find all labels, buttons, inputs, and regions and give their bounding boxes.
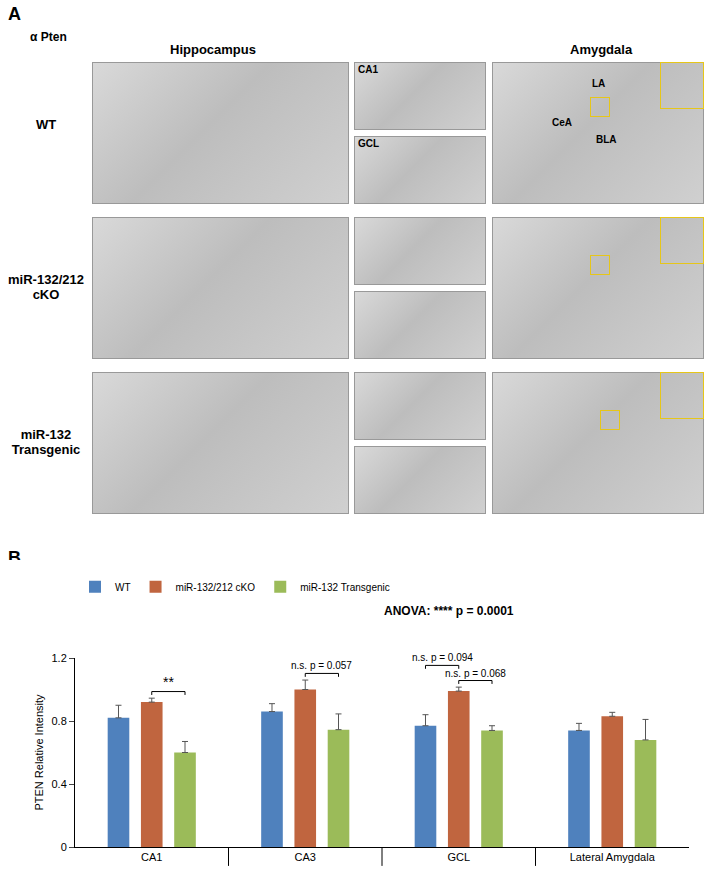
- svg-text:n.s. p = 0.094: n.s. p = 0.094: [412, 652, 473, 663]
- svg-text:miR-132 Transgenic: miR-132 Transgenic: [300, 582, 389, 593]
- html-text:miR-132 Transgenic: miR-132 Transgenic: [11, 427, 81, 457]
- svg-text:PTEN Relative Intensity: PTEN Relative Intensity: [33, 694, 45, 811]
- svg-text:1.2: 1.2: [52, 652, 67, 664]
- html-text:CeA: CeA: [552, 117, 572, 128]
- svg-text:CA3: CA3: [295, 851, 316, 863]
- html-text:B: B: [8, 548, 21, 568]
- html-text:Hippocampus: Hippocampus: [170, 42, 256, 57]
- html-text:GCL: GCL: [358, 138, 380, 149]
- html-text:BLA: BLA: [596, 134, 617, 145]
- svg-text:0.8: 0.8: [52, 715, 67, 727]
- svg-text:0.4: 0.4: [52, 778, 67, 790]
- html-text:CA1: CA1: [358, 64, 378, 75]
- svg-text:miR-132/212 cKO: miR-132/212 cKO: [176, 582, 256, 593]
- svg-text:ANOVA: **** p = 0.0001: ANOVA: **** p = 0.0001: [384, 604, 514, 618]
- svg-text:CA1: CA1: [141, 851, 162, 863]
- html-text:A: A: [8, 4, 21, 24]
- html-text:α Pten: α Pten: [30, 30, 67, 44]
- html-text:Amygdala: Amygdala: [570, 42, 633, 57]
- svg-text:0: 0: [61, 841, 67, 853]
- svg-text:WT: WT: [115, 582, 131, 593]
- svg-text:n.s. p = 0.057: n.s. p = 0.057: [291, 660, 352, 671]
- html-text:WT: WT: [35, 117, 57, 132]
- svg-text:**: **: [163, 674, 174, 690]
- svg-text:n.s. p = 0.068: n.s. p = 0.068: [445, 668, 506, 679]
- svg-text:GCL: GCL: [447, 851, 470, 863]
- html-text:LA: LA: [592, 78, 606, 89]
- html-text:miR-132/212 cKO: miR-132/212 cKO: [8, 272, 84, 302]
- svg-text:Lateral Amygdala: Lateral Amygdala: [570, 851, 656, 863]
